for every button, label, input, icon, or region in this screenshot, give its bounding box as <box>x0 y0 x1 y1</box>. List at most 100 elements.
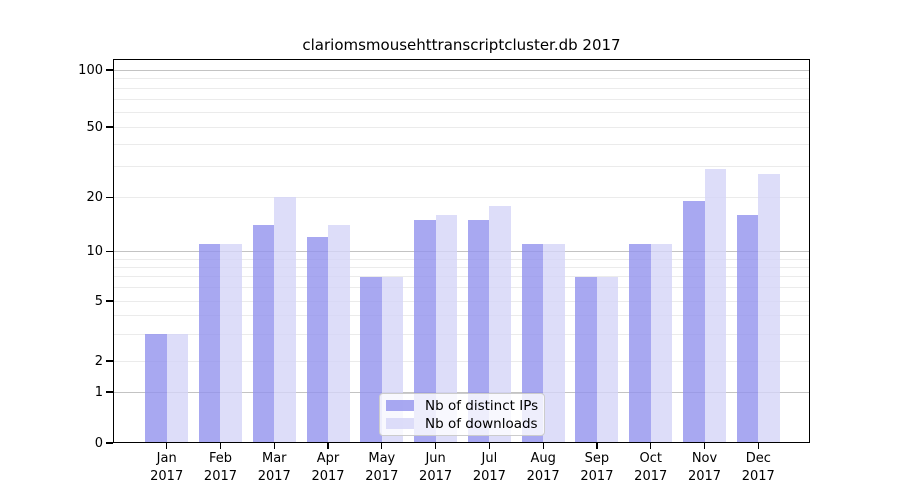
bar-downloads-oct <box>650 244 673 443</box>
legend-swatch-downloads <box>386 418 414 429</box>
x-tick-label-0: Jan 2017 <box>135 450 199 485</box>
gridline-minor-2 <box>113 360 810 362</box>
legend-label-ips: Nb of distinct IPs <box>425 397 539 414</box>
y-tick-label-100: 100 <box>78 62 103 78</box>
x-tick-label-7: Aug 2017 <box>511 450 575 485</box>
bar-downloads-dec <box>758 174 780 443</box>
y-tick-5 <box>106 300 113 302</box>
legend-item-distinct-ips: Nb of distinct IPs <box>386 398 538 413</box>
y-tick-label-0: 0 <box>94 435 103 451</box>
gridline-major-100 <box>113 69 810 71</box>
x-tick-label-5: Jun 2017 <box>404 450 468 485</box>
x-tick-label-6: Jul 2017 <box>457 450 521 485</box>
bar-ips-feb <box>198 244 221 443</box>
x-tick-label-1: Feb 2017 <box>188 450 252 485</box>
gridline-minor-3 <box>113 333 810 335</box>
gridline-minor-60 <box>113 111 810 113</box>
legend-label-downloads: Nb of downloads <box>425 415 538 432</box>
bar-downloads-jan <box>166 334 189 443</box>
x-tick-1 <box>219 443 222 449</box>
x-tick-label-10: Nov 2017 <box>673 450 737 485</box>
x-tick-label-year: 2017 <box>634 468 668 484</box>
bar-ips-may <box>360 276 382 443</box>
x-tick-label-year: 2017 <box>687 468 722 484</box>
y-tick-label-50: 50 <box>86 119 103 135</box>
x-tick-label-month: Jul <box>481 451 498 466</box>
x-tick-label-8: Sep 2017 <box>565 450 629 485</box>
x-tick-label-3: Apr 2017 <box>296 450 360 485</box>
x-tick-label-2: Mar 2017 <box>242 450 306 485</box>
x-tick-label-year: 2017 <box>311 468 345 484</box>
bar-ips-jul <box>467 219 490 443</box>
x-tick-label-year: 2017 <box>150 468 184 484</box>
x-tick-11 <box>757 443 759 449</box>
x-tick-label-year: 2017 <box>580 468 614 484</box>
gridline-minor-6 <box>113 287 810 289</box>
gridline-minor-80 <box>113 87 810 89</box>
x-tick-label-month: Nov <box>691 451 718 466</box>
x-tick-label-month: Aug <box>530 451 556 466</box>
x-tick-0 <box>166 443 168 449</box>
x-tick-label-year: 2017 <box>741 468 775 484</box>
bar-downloads-jun <box>435 214 458 443</box>
x-tick-8 <box>596 443 598 449</box>
x-tick-label-month: Mar <box>261 451 287 466</box>
bar-downloads-apr <box>328 225 350 443</box>
x-tick-label-9: Oct 2017 <box>619 450 683 485</box>
x-tick-label-month: Sep <box>584 451 610 466</box>
gridline-minor-9 <box>113 258 810 260</box>
y-tick-2 <box>106 360 113 362</box>
gridline-major-1 <box>113 391 810 393</box>
gridline-minor-70 <box>113 98 810 100</box>
gridline-major-10 <box>113 251 810 252</box>
y-tick-1 <box>106 391 113 393</box>
y-tick-label-20: 20 <box>86 189 103 205</box>
bar-ips-jan <box>145 334 167 443</box>
y-tick-10 <box>106 250 113 253</box>
legend-item-downloads: Nb of downloads <box>386 416 538 431</box>
gridline-minor-4 <box>113 315 810 317</box>
gridline-minor-40 <box>113 143 810 145</box>
x-tick-label-year: 2017 <box>203 468 238 484</box>
bar-downloads-sep <box>596 276 619 443</box>
bar-ips-nov <box>683 201 705 443</box>
chart-title: clariomsmousehttranscriptcluster.db 2017 <box>302 36 621 54</box>
x-tick-10 <box>703 443 706 449</box>
x-tick-3 <box>327 443 329 449</box>
x-tick-7 <box>542 443 544 449</box>
gridline-minor-7 <box>113 276 810 278</box>
gridline-minor-90 <box>113 78 810 80</box>
x-tick-label-month: Feb <box>208 451 232 466</box>
x-tick-label-month: Oct <box>639 451 662 466</box>
x-tick-label-4: May 2017 <box>350 450 414 485</box>
y-tick-100 <box>106 69 113 71</box>
bar-ips-mar <box>252 225 275 443</box>
x-tick-label-year: 2017 <box>472 468 506 484</box>
x-tick-9 <box>650 443 652 449</box>
bar-ips-oct <box>629 244 651 443</box>
x-tick-label-year: 2017 <box>365 468 399 484</box>
x-tick-5 <box>434 443 437 449</box>
y-tick-label-1: 1 <box>94 384 103 400</box>
bar-downloads-nov <box>704 168 726 443</box>
x-tick-label-year: 2017 <box>257 468 291 484</box>
bar-ips-apr <box>306 237 329 443</box>
gridline-minor-5 <box>113 300 810 302</box>
bar-downloads-feb <box>220 244 242 443</box>
y-tick-20 <box>106 196 113 198</box>
x-tick-6 <box>488 443 491 449</box>
x-tick-label-year: 2017 <box>419 468 453 484</box>
bar-ips-dec <box>736 214 759 443</box>
x-tick-label-month: Jan <box>156 451 177 466</box>
legend: Nb of distinct IPs Nb of downloads <box>379 393 545 436</box>
x-tick-label-year: 2017 <box>526 468 560 484</box>
x-tick-4 <box>381 443 383 449</box>
bar-ips-jun <box>414 219 436 443</box>
x-tick-label-month: Dec <box>745 451 771 466</box>
gridline-minor-30 <box>113 165 810 167</box>
gridline-minor-50 <box>113 126 810 128</box>
y-tick-label-2: 2 <box>94 353 103 369</box>
x-tick-2 <box>273 443 275 449</box>
bar-downloads-aug <box>543 244 565 443</box>
